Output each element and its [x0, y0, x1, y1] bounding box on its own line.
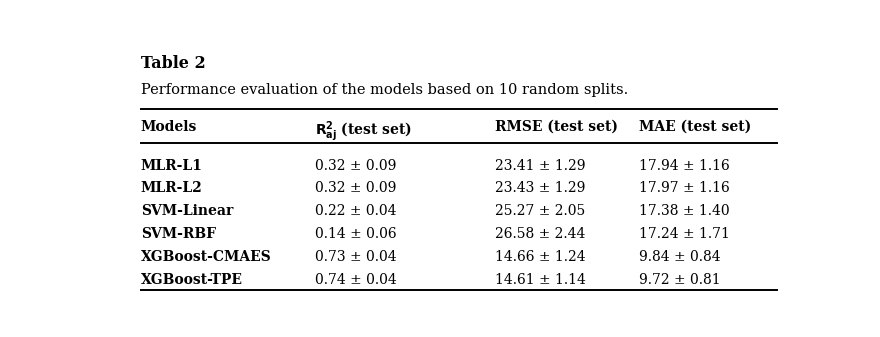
Text: SVM-RBF: SVM-RBF — [141, 227, 216, 241]
Text: 14.61 ± 1.14: 14.61 ± 1.14 — [495, 273, 586, 287]
Text: RMSE (test set): RMSE (test set) — [495, 120, 619, 133]
Text: 25.27 ± 2.05: 25.27 ± 2.05 — [495, 204, 585, 218]
Text: 0.14 ± 0.06: 0.14 ± 0.06 — [315, 227, 396, 241]
Text: 26.58 ± 2.44: 26.58 ± 2.44 — [495, 227, 586, 241]
Text: SVM-Linear: SVM-Linear — [141, 204, 233, 218]
Text: $\mathbf{R^2_{aj}}$ (test set): $\mathbf{R^2_{aj}}$ (test set) — [315, 120, 412, 144]
Text: 9.84 ± 0.84: 9.84 ± 0.84 — [639, 250, 720, 264]
Text: 14.66 ± 1.24: 14.66 ± 1.24 — [495, 250, 586, 264]
Text: MAE (test set): MAE (test set) — [639, 120, 751, 133]
Text: 9.72 ± 0.81: 9.72 ± 0.81 — [639, 273, 720, 287]
Text: 17.94 ± 1.16: 17.94 ± 1.16 — [639, 158, 730, 173]
Text: 23.43 ± 1.29: 23.43 ± 1.29 — [495, 181, 586, 195]
Text: 0.22 ± 0.04: 0.22 ± 0.04 — [315, 204, 396, 218]
Text: 0.73 ± 0.04: 0.73 ± 0.04 — [315, 250, 396, 264]
Text: MLR-L2: MLR-L2 — [141, 181, 202, 195]
Text: Performance evaluation of the models based on 10 random splits.: Performance evaluation of the models bas… — [141, 83, 628, 97]
Text: 0.32 ± 0.09: 0.32 ± 0.09 — [315, 158, 396, 173]
Text: XGBoost-CMAES: XGBoost-CMAES — [141, 250, 271, 264]
Text: MLR-L1: MLR-L1 — [141, 158, 202, 173]
Text: 17.38 ± 1.40: 17.38 ± 1.40 — [639, 204, 730, 218]
Text: Models: Models — [141, 120, 197, 133]
Text: Table 2: Table 2 — [141, 55, 205, 72]
Text: 17.97 ± 1.16: 17.97 ± 1.16 — [639, 181, 730, 195]
Text: 0.74 ± 0.04: 0.74 ± 0.04 — [315, 273, 396, 287]
Text: 17.24 ± 1.71: 17.24 ± 1.71 — [639, 227, 730, 241]
Text: XGBoost-TPE: XGBoost-TPE — [141, 273, 243, 287]
Text: 23.41 ± 1.29: 23.41 ± 1.29 — [495, 158, 586, 173]
Text: 0.32 ± 0.09: 0.32 ± 0.09 — [315, 181, 396, 195]
